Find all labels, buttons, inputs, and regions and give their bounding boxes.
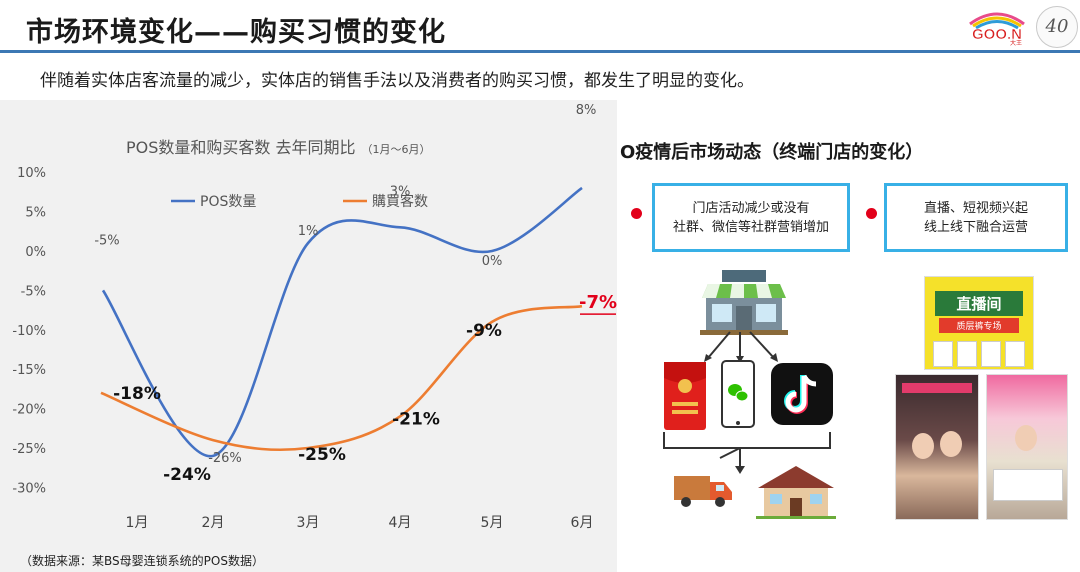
data-label-pos-4: 3% <box>390 184 411 199</box>
x-tick-label: 1月 <box>126 515 149 531</box>
arrows-top <box>704 331 778 363</box>
data-label-pos-5: 0% <box>482 254 503 269</box>
data-label-pos-3: 1% <box>298 224 319 239</box>
y-tick-label: -5% <box>21 284 46 299</box>
product-box-3 <box>981 341 1001 367</box>
product-box-2 <box>957 341 977 367</box>
bracket-connector <box>663 432 831 474</box>
series-line-pos-quantity <box>101 186 583 458</box>
info-box-community-marketing: 门店活动减少或没有 社群、微信等社群营销增加 <box>652 183 850 252</box>
tiktok-icon <box>771 363 833 425</box>
info-box-1-line2: 社群、微信等社群营销增加 <box>672 219 829 235</box>
legend-label-customer-count: 購買客数 <box>372 193 428 210</box>
chart-panel <box>0 100 617 572</box>
host-face-1 <box>912 433 934 459</box>
section-title: O疫情后市场动态（终端门店的变化） <box>620 142 924 163</box>
data-label-customer-6: -7% <box>579 292 617 313</box>
series-line-customer-count <box>100 304 583 452</box>
chart-title: POS数量和购买客数 去年同期比 （1月～6月） <box>126 134 431 158</box>
data-source-note: （数据来源：某BS母婴连锁系统的POS数据） <box>20 554 264 568</box>
host-face-2 <box>940 431 962 457</box>
data-label-customer-1: -18% <box>113 384 161 404</box>
data-label-customer-5: -9% <box>466 321 502 341</box>
product-box-1 <box>933 341 953 367</box>
y-tick-label: -20% <box>12 403 46 418</box>
x-tick-label: 2月 <box>202 515 225 531</box>
livestream-banner-text: 直播间 <box>935 291 1023 316</box>
logo-text: GOO.N <box>972 26 1022 43</box>
product-box-4 <box>1005 341 1025 367</box>
chart-title-note: （1月～6月） <box>361 143 431 156</box>
x-tick-label: 4月 <box>389 515 412 531</box>
info-box-1-line1: 门店活动减少或没有 <box>692 200 810 216</box>
livestream-photo-2 <box>986 374 1068 520</box>
title-divider <box>0 50 1080 53</box>
livestream-promo-image: 直播间 质层裤专场 <box>924 276 1034 370</box>
x-tick-label: 6月 <box>571 515 594 531</box>
data-label-pos-1: -5% <box>94 233 119 248</box>
stream-header-bar <box>902 383 972 393</box>
data-label-pos-2: -26% <box>208 451 242 466</box>
store-icon <box>700 270 788 335</box>
page-title: 市场环境变化——购买习惯的变化 <box>26 17 446 48</box>
info-box-2-line2: 线上线下融合运营 <box>923 219 1028 235</box>
y-tick-label: -30% <box>12 481 46 496</box>
y-tick-label: -25% <box>12 442 46 457</box>
info-box-livestream: 直播、短视频兴起 线上线下融合运营 <box>884 183 1068 252</box>
y-tick-label: 5% <box>25 206 46 221</box>
data-label-customer-3: -25% <box>298 445 346 465</box>
livestream-banner-subtext: 质层裤专场 <box>939 318 1019 333</box>
line-chart: 10% 5% 0% -5% -10% -15% -20% -25% -30% 1月 2月 3月 4月 5月… <box>12 103 617 531</box>
x-tick-label: 3月 <box>297 515 320 531</box>
y-tick-label: 10% <box>17 166 46 181</box>
goon-logo: GOO.N 大王 <box>969 12 1025 46</box>
delivery-truck-icon <box>674 476 732 507</box>
y-tick-label: -10% <box>12 324 46 339</box>
red-envelope-icon <box>664 362 706 430</box>
house-icon <box>756 466 836 519</box>
host-face-3 <box>1015 425 1037 451</box>
data-label-pos-6: 8% <box>576 103 597 118</box>
anniversary-badge: 40 <box>1036 6 1078 48</box>
livestream-photo-1 <box>895 374 979 520</box>
y-tick-label: -15% <box>12 363 46 378</box>
x-tick-label: 5月 <box>481 515 504 531</box>
y-tick-label: 0% <box>25 245 46 260</box>
page-subtitle: 伴随着实体店客流量的减少，实体店的销售手法以及消费者的购买习惯，都发生了明显的变… <box>40 71 754 91</box>
bullet-dot-1 <box>631 208 642 219</box>
info-box-2-line1: 直播、短视频兴起 <box>923 200 1028 216</box>
bullet-dot-2 <box>866 208 877 219</box>
legend-label-pos-quantity: POS数量 <box>200 194 256 210</box>
product-display <box>993 469 1063 501</box>
data-label-customer-4: -21% <box>392 409 440 429</box>
chart-title-text: POS数量和购买客数 去年同期比 <box>126 138 356 157</box>
wechat-icon <box>721 360 755 428</box>
data-label-customer-2: -24% <box>163 465 211 485</box>
logo-subtext: 大王 <box>1010 39 1022 46</box>
